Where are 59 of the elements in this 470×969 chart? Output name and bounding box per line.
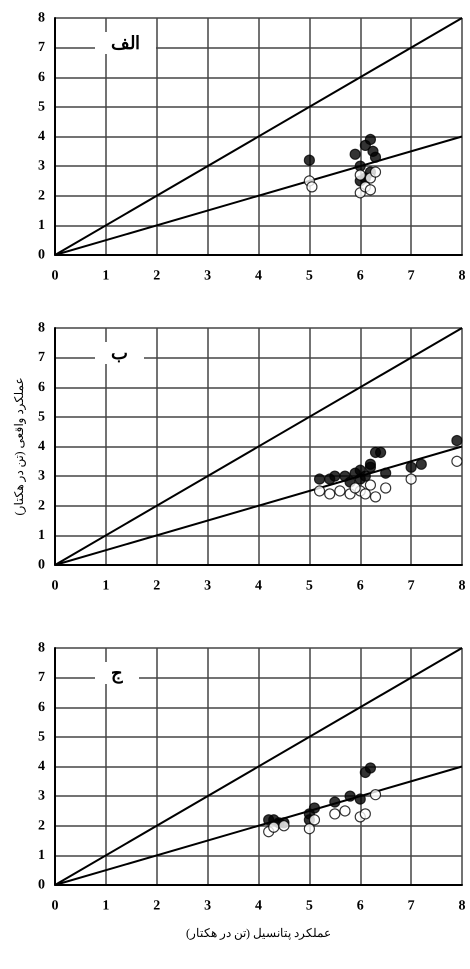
y-tick-label: 2 bbox=[38, 818, 45, 834]
x-tick-label: 4 bbox=[255, 268, 262, 284]
x-tick-label: 8 bbox=[458, 268, 466, 284]
y-tick-label: 5 bbox=[38, 729, 45, 744]
y-tick-label: 5 bbox=[38, 409, 45, 424]
y-tick-label: 6 bbox=[38, 380, 45, 395]
y-tick-label: 4 bbox=[38, 759, 45, 774]
x-tick-label: 3 bbox=[204, 898, 212, 914]
x-tick-label: 5 bbox=[306, 268, 313, 284]
x-tick-label: 8 bbox=[458, 898, 466, 914]
y-tick-label: 8 bbox=[38, 10, 45, 26]
y-tick-label: 8 bbox=[38, 320, 45, 336]
y-tick-label: 3 bbox=[38, 468, 45, 484]
y-tick-label: 1 bbox=[38, 528, 45, 543]
x-tick-label: 5 bbox=[306, 898, 313, 914]
x-tick-label: 7 bbox=[408, 578, 415, 594]
x-tick-label: 1 bbox=[102, 898, 110, 914]
y-tick-label: 3 bbox=[38, 788, 45, 804]
x-tick-label: 7 bbox=[408, 898, 415, 914]
x-tick-label: 6 bbox=[356, 268, 364, 284]
x-tick-label: 7 bbox=[408, 268, 415, 284]
x-tick-label: 8 bbox=[458, 578, 466, 594]
x-tick-label: 3 bbox=[204, 268, 212, 284]
x-tick-label: 2 bbox=[153, 578, 160, 594]
y-tick-label: 4 bbox=[38, 129, 45, 144]
y-tick-label: 0 bbox=[38, 248, 45, 262]
x-tick-label: 6 bbox=[356, 578, 364, 594]
y-tick-label: 1 bbox=[38, 848, 45, 863]
y-tick-label: 0 bbox=[38, 558, 45, 572]
y-tick-label: 2 bbox=[38, 498, 45, 514]
x-tick-label: 0 bbox=[52, 898, 58, 914]
x-tick-label: 4 bbox=[255, 898, 262, 914]
y-tick-label: 7 bbox=[38, 670, 45, 686]
y-tick-label: 7 bbox=[38, 40, 45, 56]
text: الف bbox=[111, 33, 140, 53]
x-tick-label: 0 bbox=[52, 578, 58, 594]
y-tick-label: 5 bbox=[38, 99, 45, 114]
x-tick-label: 4 bbox=[255, 578, 262, 594]
y-tick-label: 3 bbox=[38, 158, 45, 174]
x-tick-label: 1 bbox=[102, 268, 110, 284]
x-axis-title: عملکرد پتانسیل (تن در هکتار) bbox=[186, 926, 331, 940]
x-tick-label: 2 bbox=[153, 898, 160, 914]
y-axis-title: عملکرد واقعی (تن در هکتار) bbox=[12, 378, 26, 516]
y-tick-label: 0 bbox=[38, 878, 45, 892]
text: ب bbox=[111, 343, 128, 363]
text: ج bbox=[111, 663, 123, 684]
x-tick-label: 1 bbox=[102, 578, 110, 594]
y-tick-label: 2 bbox=[38, 188, 45, 204]
y-tick-label: 8 bbox=[38, 640, 45, 656]
x-tick-label: 3 bbox=[204, 578, 212, 594]
y-tick-label: 4 bbox=[38, 439, 45, 454]
x-tick-label: 5 bbox=[306, 578, 313, 594]
y-tick-label: 7 bbox=[38, 350, 45, 366]
y-tick-label: 6 bbox=[38, 700, 45, 715]
x-tick-label: 6 bbox=[356, 898, 364, 914]
y-tick-label: 6 bbox=[38, 70, 45, 85]
x-tick-label: 2 bbox=[153, 268, 160, 284]
y-tick-label: 1 bbox=[38, 218, 45, 233]
x-tick-label: 0 bbox=[52, 268, 58, 284]
